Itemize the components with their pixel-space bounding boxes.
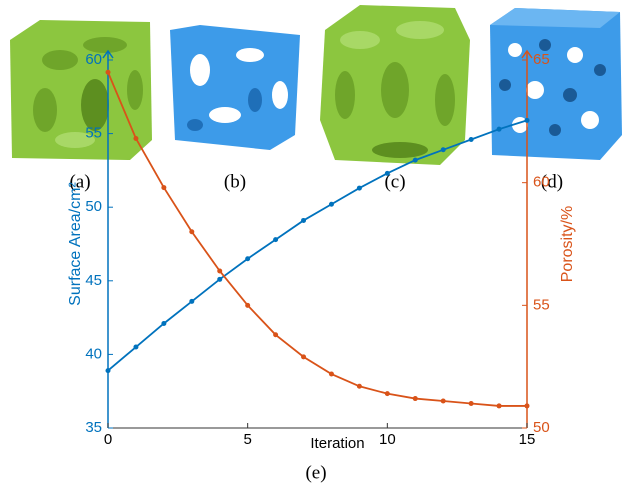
y-tick-label: 55 [85,125,102,142]
data-point [161,185,166,190]
data-point [245,303,250,308]
y2-tick-label: 55 [533,296,550,313]
data-point [133,345,138,350]
y-tick-label: 45 [85,272,102,289]
x-tick-label: 10 [379,431,396,448]
data-point [385,391,390,396]
y2-tick-label: 50 [533,419,550,436]
data-point [301,218,306,223]
data-point [469,137,474,142]
data-point [273,332,278,337]
data-point [441,147,446,152]
figure: (a) (b) (c) (d) (e) 05101535404550556050… [0,0,631,490]
caption: (e) [305,462,326,483]
data-point [106,368,111,373]
x-tick-label: 5 [243,431,251,448]
data-point [525,118,530,123]
y-tick-label: 60 [85,51,102,68]
data-point [441,399,446,404]
image-d [490,8,622,160]
data-point [273,237,278,242]
y-tick-label: 35 [85,419,102,436]
data-point [497,403,502,408]
data-point [497,127,502,132]
data-point [357,384,362,389]
data-point [329,372,334,377]
data-point [469,401,474,406]
data-point [133,136,138,141]
data-point [413,396,418,401]
data-point [217,277,222,282]
x-tick-label: 0 [104,431,112,448]
data-point [161,321,166,326]
y-tick-label: 40 [85,345,102,362]
x-axis-label: Iteration [310,435,364,452]
y2-tick-label: 65 [533,51,550,68]
y2-tick-label: 60 [533,174,550,191]
y-tick-label: 50 [85,198,102,215]
data-point [413,158,418,163]
image-b [170,25,300,150]
image-a [10,20,152,160]
caption: (b) [224,171,246,192]
data-point [385,171,390,176]
data-point [329,202,334,207]
data-point [106,70,111,75]
y2-axis-label: Porosity/% [559,206,576,282]
data-point [189,229,194,234]
data-point [525,403,530,408]
data-point [217,268,222,273]
image-c [320,5,470,165]
data-point [245,256,250,261]
data-point [301,354,306,359]
y-axis-label: Surface Area/cm² [67,182,84,306]
data-point [189,299,194,304]
data-point [357,186,362,191]
series-line [108,120,527,370]
